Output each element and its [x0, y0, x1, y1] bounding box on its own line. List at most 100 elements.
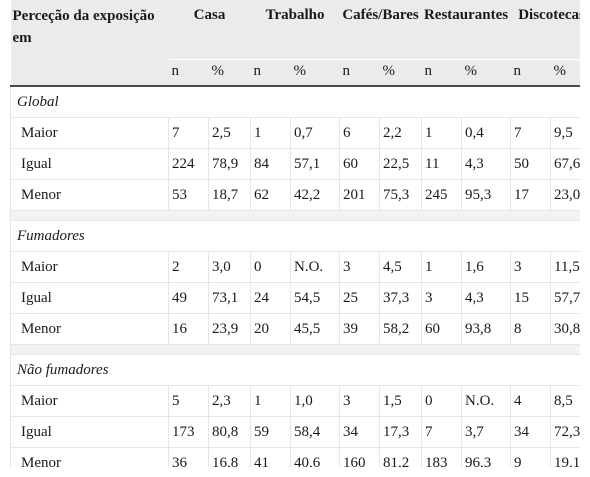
table-row: Igual 49 73,1 24 54,5 25 37,3 3 4,3 15 57,7 — [10, 282, 580, 314]
cell-pct: 16,8 — [208, 447, 252, 467]
exposure-table: Perceção da exposição em Casa Trabalho C… — [10, 0, 580, 467]
cell-pct: 80,8 — [208, 416, 252, 448]
cell-n: 5 — [168, 385, 209, 417]
cell-n: 9 — [510, 447, 552, 467]
cell-n: 15 — [510, 282, 552, 314]
cell-n: 25 — [339, 282, 381, 314]
row-label: Igual — [10, 416, 169, 448]
cell-pct: 0,7 — [290, 117, 341, 149]
cell-n: 59 — [250, 416, 292, 448]
cell-pct: 2,2 — [379, 117, 423, 149]
table-row: Igual 224 78,9 84 57,1 60 22,5 11 4,3 50 67,6 — [10, 148, 580, 180]
cell-n: 60 — [339, 148, 381, 180]
cell-n: 160 — [339, 447, 381, 467]
section-title: Fumadores — [10, 220, 580, 252]
cell-n: 20 — [250, 313, 292, 345]
header-group-restaurantes: Restaurantes — [421, 0, 511, 60]
cell-pct: 67,6 — [550, 148, 580, 180]
table-row: Maior 5 2,3 1 1,0 3 1,5 0 N.O. 4 8,5 — [10, 385, 580, 417]
cell-n: 1 — [250, 385, 292, 417]
cell-n: 3 — [421, 282, 463, 314]
cell-pct: 1,0 — [290, 385, 341, 417]
cell-n: 1 — [421, 117, 463, 149]
cell-pct: 78,9 — [208, 148, 252, 180]
table-container: Perceção da exposição em Casa Trabalho C… — [10, 0, 580, 467]
row-label: Igual — [10, 148, 169, 180]
cell-pct: 22,5 — [379, 148, 423, 180]
cell-n: 34 — [339, 416, 381, 448]
cell-pct: 72,3 — [550, 416, 580, 448]
cell-pct: 17,3 — [379, 416, 423, 448]
cell-n: 11 — [421, 148, 463, 180]
cell-n: 7 — [168, 117, 209, 149]
cell-n: 34 — [510, 416, 552, 448]
cell-pct: N.O. — [461, 385, 512, 417]
cell-pct: 4,5 — [379, 251, 423, 283]
cell-n: 36 — [168, 447, 209, 467]
header-row-label: Perceção da exposição em — [10, 0, 169, 86]
row-label: Menor — [10, 179, 169, 211]
section-spacer — [10, 344, 580, 355]
row-label: Menor — [10, 447, 169, 467]
row-label: Menor — [10, 313, 169, 345]
cell-pct: 40,6 — [290, 447, 341, 467]
cell-n: 53 — [168, 179, 209, 211]
cell-pct: 0,4 — [461, 117, 512, 149]
cell-n: 84 — [250, 148, 292, 180]
cell-n: 1 — [250, 117, 292, 149]
cell-pct: 75,3 — [379, 179, 423, 211]
cell-n: 49 — [168, 282, 209, 314]
cell-n: 3 — [510, 251, 552, 283]
cell-pct: 11,5 — [550, 251, 580, 283]
cell-n: 6 — [339, 117, 381, 149]
cell-pct: 23,9 — [208, 313, 252, 345]
cell-n: 16 — [168, 313, 209, 345]
cell-pct: 4,3 — [461, 148, 512, 180]
cell-n: 245 — [421, 179, 463, 211]
cell-n: 8 — [510, 313, 552, 345]
cell-n: 39 — [339, 313, 381, 345]
cell-pct: 58,2 — [379, 313, 423, 345]
cell-pct: 18,7 — [208, 179, 252, 211]
cell-n: 3 — [339, 251, 381, 283]
cell-pct: 45,5 — [290, 313, 341, 345]
cell-n: 4 — [510, 385, 552, 417]
section-row: Fumadores — [10, 220, 580, 252]
cell-n: 201 — [339, 179, 381, 211]
row-label: Maior — [10, 117, 169, 149]
table-header: Perceção da exposição em Casa Trabalho C… — [10, 0, 580, 86]
table-row: Igual 173 80,8 59 58,4 34 17,3 7 3,7 34 72,3 — [10, 416, 580, 448]
cell-pct: 2,5 — [208, 117, 252, 149]
header-sub-pct: % — [379, 59, 422, 86]
cell-n: 50 — [510, 148, 552, 180]
header-group-trabalho: Trabalho — [250, 0, 340, 60]
cell-n: 60 — [421, 313, 463, 345]
cell-n: 41 — [250, 447, 292, 467]
table-row: Menor 53 18,7 62 42,2 201 75,3 245 95,3 17 23,0 — [10, 179, 580, 211]
cell-pct: 81,2 — [379, 447, 423, 467]
cell-n: 24 — [250, 282, 292, 314]
cell-pct: 93,8 — [461, 313, 512, 345]
cell-n: 2 — [168, 251, 209, 283]
table-row: Menor 16 23,9 20 45,5 39 58,2 60 93,8 8 30,8 — [10, 313, 580, 345]
cell-pct: 3,0 — [208, 251, 252, 283]
header-group-cafes-bares: Cafés/Bares — [339, 0, 422, 60]
header-sub-n: n — [168, 59, 209, 86]
cell-pct: 42,2 — [290, 179, 341, 211]
cell-n: 3 — [339, 385, 381, 417]
cell-pct: 1,6 — [461, 251, 512, 283]
row-label: Maior — [10, 385, 169, 417]
cell-pct: 57,7 — [550, 282, 580, 314]
cell-n: 0 — [421, 385, 463, 417]
header-sub-n: n — [339, 59, 380, 86]
section-row: Não fumadores — [10, 354, 580, 386]
header-sub-pct: % — [550, 59, 580, 86]
cell-pct: N.O. — [290, 251, 341, 283]
header-group-discotecas: Discotecas — [510, 0, 580, 60]
section-spacer — [10, 210, 580, 221]
spacer-cell — [10, 344, 580, 355]
header-sub-n: n — [250, 59, 291, 86]
cell-pct: 8,5 — [550, 385, 580, 417]
cell-pct: 4,3 — [461, 282, 512, 314]
cell-pct: 73,1 — [208, 282, 252, 314]
